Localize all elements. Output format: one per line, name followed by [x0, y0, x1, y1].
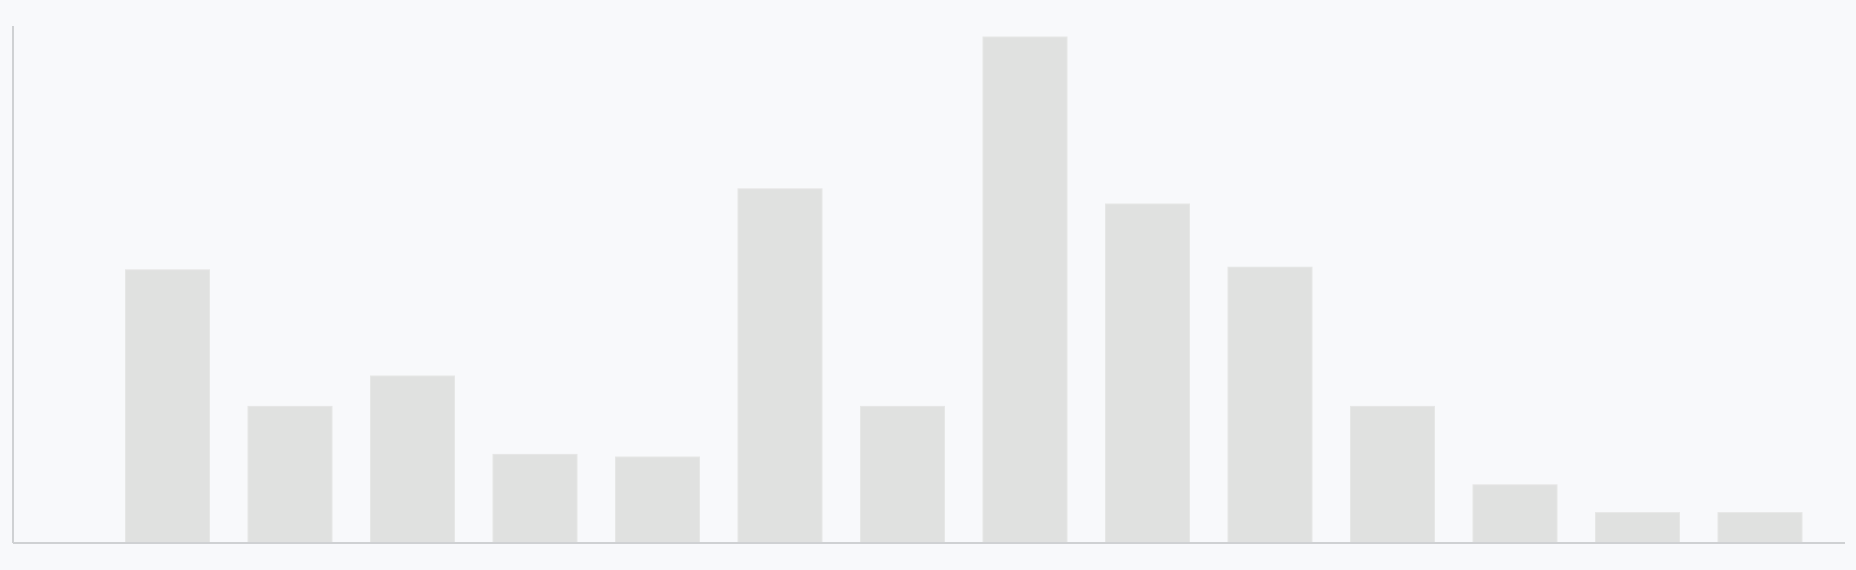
bar-6 — [737, 188, 823, 544]
bar-4 — [492, 453, 578, 544]
bar-2 — [247, 405, 333, 544]
bar-1 — [125, 269, 210, 544]
bar-3 — [370, 375, 455, 544]
bar-7 — [860, 405, 945, 544]
bar-8 — [982, 36, 1068, 544]
bars-layer — [125, 36, 1803, 544]
bar-9 — [1105, 203, 1190, 544]
bar-13 — [1595, 512, 1680, 544]
bar-11 — [1350, 405, 1435, 544]
bar-5 — [615, 456, 700, 544]
bar-12 — [1472, 484, 1558, 544]
bar-14 — [1717, 512, 1803, 544]
bar-10 — [1227, 266, 1313, 544]
